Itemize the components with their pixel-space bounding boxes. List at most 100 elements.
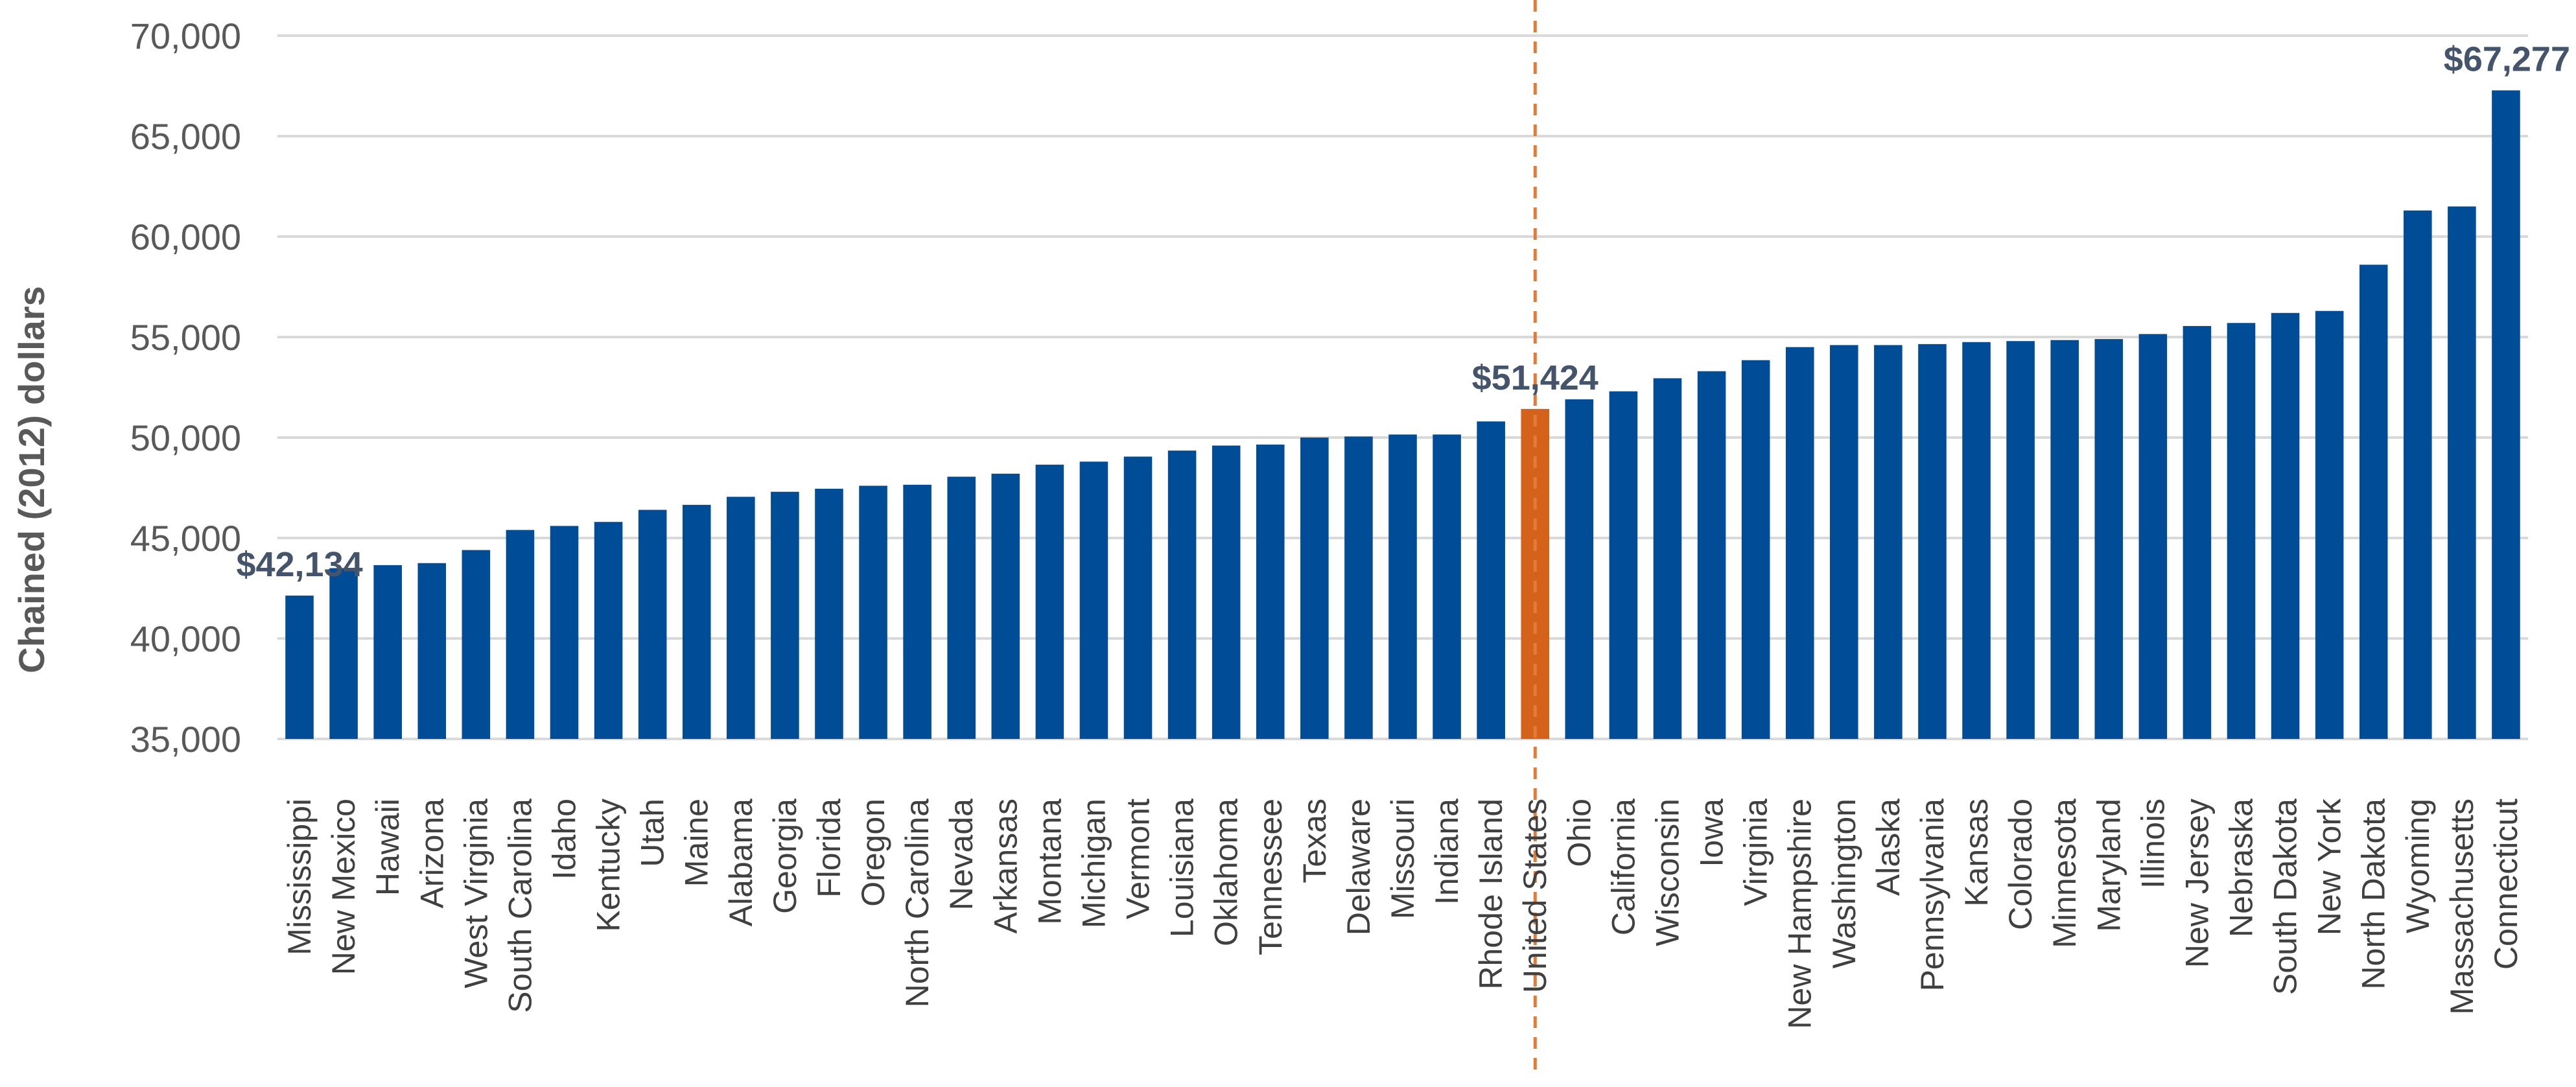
bar [1962,342,1991,739]
bar [2094,339,2124,739]
bar [1785,347,1814,739]
x-category-label: New Hampshire [1782,799,1818,1029]
bar [2492,90,2520,740]
bar [771,491,799,739]
bar [285,595,314,739]
bar [1123,456,1153,739]
x-category-label: Kansas [1958,799,1995,907]
bar [506,530,535,739]
x-category-label: Connecticut [2488,799,2524,970]
bar [2359,264,2388,739]
x-category-label: South Carolina [502,799,538,1013]
x-category-label: Alaska [1870,799,1906,896]
bar [1565,399,1594,739]
bar [1256,444,1285,739]
bar [1477,421,1505,739]
bar [1035,464,1064,739]
y-tick-label: 70,000 [130,16,241,56]
x-category-label: Colorado [2002,799,2039,930]
x-category-label: Arkansas [987,799,1024,933]
bar [903,484,931,739]
y-tick-label: 65,000 [130,116,241,157]
x-category-label: Maryland [2090,799,2127,932]
y-axis-title: Chained (2012) dollars [11,286,52,673]
x-category-label: South Dakota [2267,799,2304,995]
bar [947,476,976,739]
bar [2404,210,2432,739]
bar [991,473,1020,739]
x-category-label: Texas [1296,799,1333,883]
y-tick-label: 40,000 [130,618,241,659]
bar [2050,340,2079,739]
bar [2448,206,2476,739]
bar [1653,378,1682,739]
bar [594,522,623,739]
y-tick-label: 55,000 [130,317,241,358]
bar [1697,371,1726,739]
bar [2006,341,2035,739]
x-category-label: Pennsylvania [1914,799,1950,992]
x-category-label: Minnesota [2046,799,2083,948]
bar [859,485,887,739]
bar [1609,391,1638,739]
bar [682,504,711,739]
x-category-label: Kentucky [591,799,627,932]
bar [1344,436,1373,739]
x-category-label: Florida [811,799,847,898]
data-label: $67,277 [2444,40,2570,78]
data-labels: $42,134 $51,424 $67,277 [236,40,2570,583]
x-category-label: Michigan [1075,799,1112,928]
x-axis-category-labels: Mississippi New Mexico Hawaii Arizona West V… [281,798,2524,1029]
x-category-label: North Carolina [899,799,935,1008]
x-category-label: Oklahoma [1208,799,1245,946]
data-label: $42,134 [236,545,362,584]
x-category-label: Idaho [546,799,583,880]
x-category-label: Rhode Island [1473,799,1509,990]
x-category-label: Ohio [1561,799,1597,867]
y-tick-label: 50,000 [130,417,241,458]
x-category-label: Maine [679,799,715,887]
x-category-label: Louisiana [1164,799,1200,937]
x-category-label: Oregon [855,799,891,907]
x-category-label: Georgia [767,799,803,914]
x-category-label: New Jersey [2179,799,2215,968]
y-axis-tick-labels: 35,000 40,000 45,000 50,000 55,000 60,000 65,0… [130,16,241,760]
bar [2315,310,2344,739]
bar [1874,345,1903,739]
x-category-label: Missouri [1385,799,1421,919]
x-category-label: North Dakota [2356,799,2392,990]
x-category-label: Illinois [2135,799,2171,889]
bar [462,550,491,739]
bar [1918,344,1947,739]
x-category-label: Washington [1826,799,1862,968]
bar [1433,434,1461,739]
x-category-label: Virginia [1738,799,1774,906]
x-category-label: California [1605,799,1641,935]
bar [1300,438,1329,739]
bar [417,563,447,739]
bar [1829,345,1858,739]
bars [285,90,2520,740]
x-category-label: Wisconsin [1649,799,1685,946]
y-tick-label: 35,000 [130,719,241,760]
bar [1741,360,1770,739]
bar [815,489,843,739]
x-category-label: United States [1517,799,1553,993]
x-category-label: Vermont [1120,799,1156,919]
x-category-label: Tennessee [1252,799,1289,955]
x-category-label: Massachusetts [2444,799,2480,1014]
x-category-label: Nebraska [2223,799,2259,937]
bar [1212,445,1241,739]
x-category-label: New York [2312,798,2348,935]
x-category-label: Montana [1031,799,1068,925]
bar [2271,312,2300,739]
bar [2227,323,2256,739]
bar [550,526,579,739]
bar [2183,325,2212,739]
bar [2138,334,2168,739]
x-category-label: Iowa [1694,799,1730,867]
x-category-label: Nevada [943,799,979,911]
x-category-label: Alabama [723,799,759,927]
x-category-label: West Virginia [458,799,494,988]
